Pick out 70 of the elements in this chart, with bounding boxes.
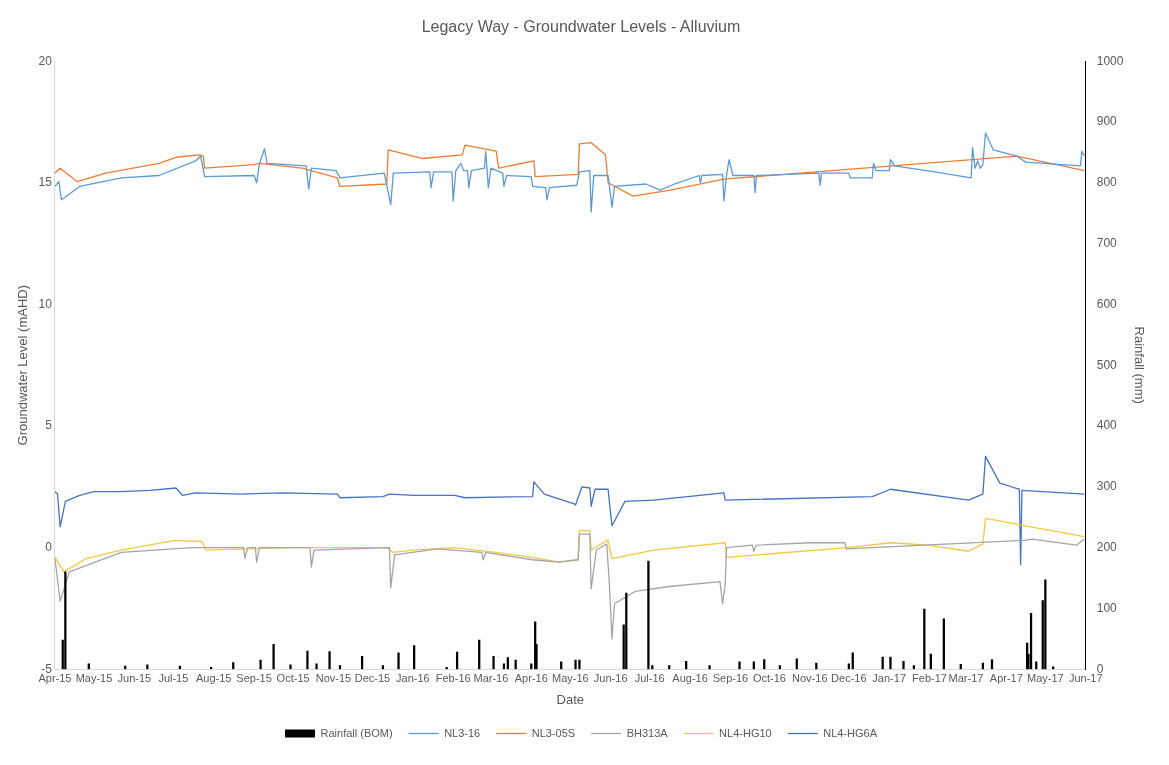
legend-label: NL4-HG10 <box>719 726 772 739</box>
y2-tick-label: 800 <box>1096 175 1118 190</box>
x-tick-label: Oct-15 <box>276 671 310 684</box>
y2-tick-label: 200 <box>1096 539 1118 554</box>
bar <box>574 659 577 670</box>
x-tick-label: Oct-16 <box>752 671 786 684</box>
x-tick-label: Apr-16 <box>514 671 548 684</box>
x-tick-label: Aug-16 <box>672 671 708 684</box>
x-tick-label: May-17 <box>1027 671 1064 684</box>
x-tick-label: May-15 <box>75 671 113 684</box>
bar <box>889 656 892 670</box>
x-tick-label: Aug-15 <box>195 671 232 684</box>
y-tick-label: 15 <box>38 175 53 190</box>
x-tick-label: Jun-15 <box>117 671 152 684</box>
bar <box>328 651 331 670</box>
x-tick-label: Mar-17 <box>948 671 984 684</box>
bar <box>738 661 741 670</box>
y-tick-label: 20 <box>38 53 53 68</box>
x-tick-label: Jan-17 <box>872 671 906 684</box>
x-tick-label: Jul-16 <box>634 671 665 684</box>
legend-label: NL3-05S <box>531 726 576 739</box>
x-tick-label: Nov-16 <box>792 671 828 684</box>
bar <box>578 659 581 670</box>
bar <box>397 652 400 670</box>
x-tick-label: Jan-16 <box>396 671 430 684</box>
y-tick-label: 10 <box>38 296 53 311</box>
y2-tick-label: 600 <box>1096 296 1118 311</box>
x-tick-label: Dec-16 <box>831 671 867 684</box>
y-tick-label: 5 <box>45 418 53 433</box>
y2-axis-title: Rainfall (mm) <box>1131 326 1147 404</box>
y2-tick-label: 1000 <box>1096 53 1124 68</box>
y2-tick-label: 700 <box>1096 235 1118 250</box>
legend-label: BH313A <box>626 726 669 739</box>
x-tick-label: May-16 <box>551 671 589 684</box>
x-tick-label: Jun-16 <box>593 671 628 684</box>
legend-label: NL3-16 <box>444 726 481 739</box>
x-tick-label: Sep-16 <box>712 671 749 684</box>
y2-tick-label: 300 <box>1096 479 1118 494</box>
bar <box>272 643 275 670</box>
bar <box>902 660 905 670</box>
bar <box>530 663 533 670</box>
bar <box>289 664 292 670</box>
bar <box>502 663 506 670</box>
legend-label: NL4-HG6A <box>823 726 878 739</box>
x-tick-label: Dec-15 <box>354 671 391 684</box>
x-tick-label: Nov-15 <box>315 671 352 684</box>
legend-label: Rainfall (BOM) <box>320 726 393 739</box>
x-tick-label: Feb-16 <box>435 671 471 684</box>
bar <box>647 560 650 670</box>
x-tick-label: Apr-17 <box>989 671 1023 684</box>
chart-title: Legacy Way - Groundwater Levels - Alluvium <box>421 18 741 36</box>
x-tick-label: Feb-17 <box>912 671 947 684</box>
x-tick-label: Mar-16 <box>473 671 509 684</box>
x-tick-label: Sep-15 <box>236 671 272 684</box>
bar <box>708 665 711 670</box>
x-axis-title: Date <box>556 691 585 707</box>
bar <box>259 659 262 670</box>
bar <box>847 663 850 670</box>
bar <box>492 656 495 670</box>
bar <box>306 650 309 670</box>
y-tick-label: 0 <box>45 539 53 554</box>
y-axis-title: Groundwater Level (mAHD) <box>15 285 31 446</box>
bar <box>87 663 90 670</box>
y2-tick-label: 100 <box>1096 600 1118 615</box>
y2-tick-label: 500 <box>1096 357 1118 372</box>
bar <box>1052 666 1055 670</box>
bar <box>315 663 318 670</box>
y2-tick-label: 400 <box>1096 418 1118 433</box>
y2-tick-label: 900 <box>1096 114 1118 129</box>
x-tick-label: Jul-15 <box>158 671 189 684</box>
